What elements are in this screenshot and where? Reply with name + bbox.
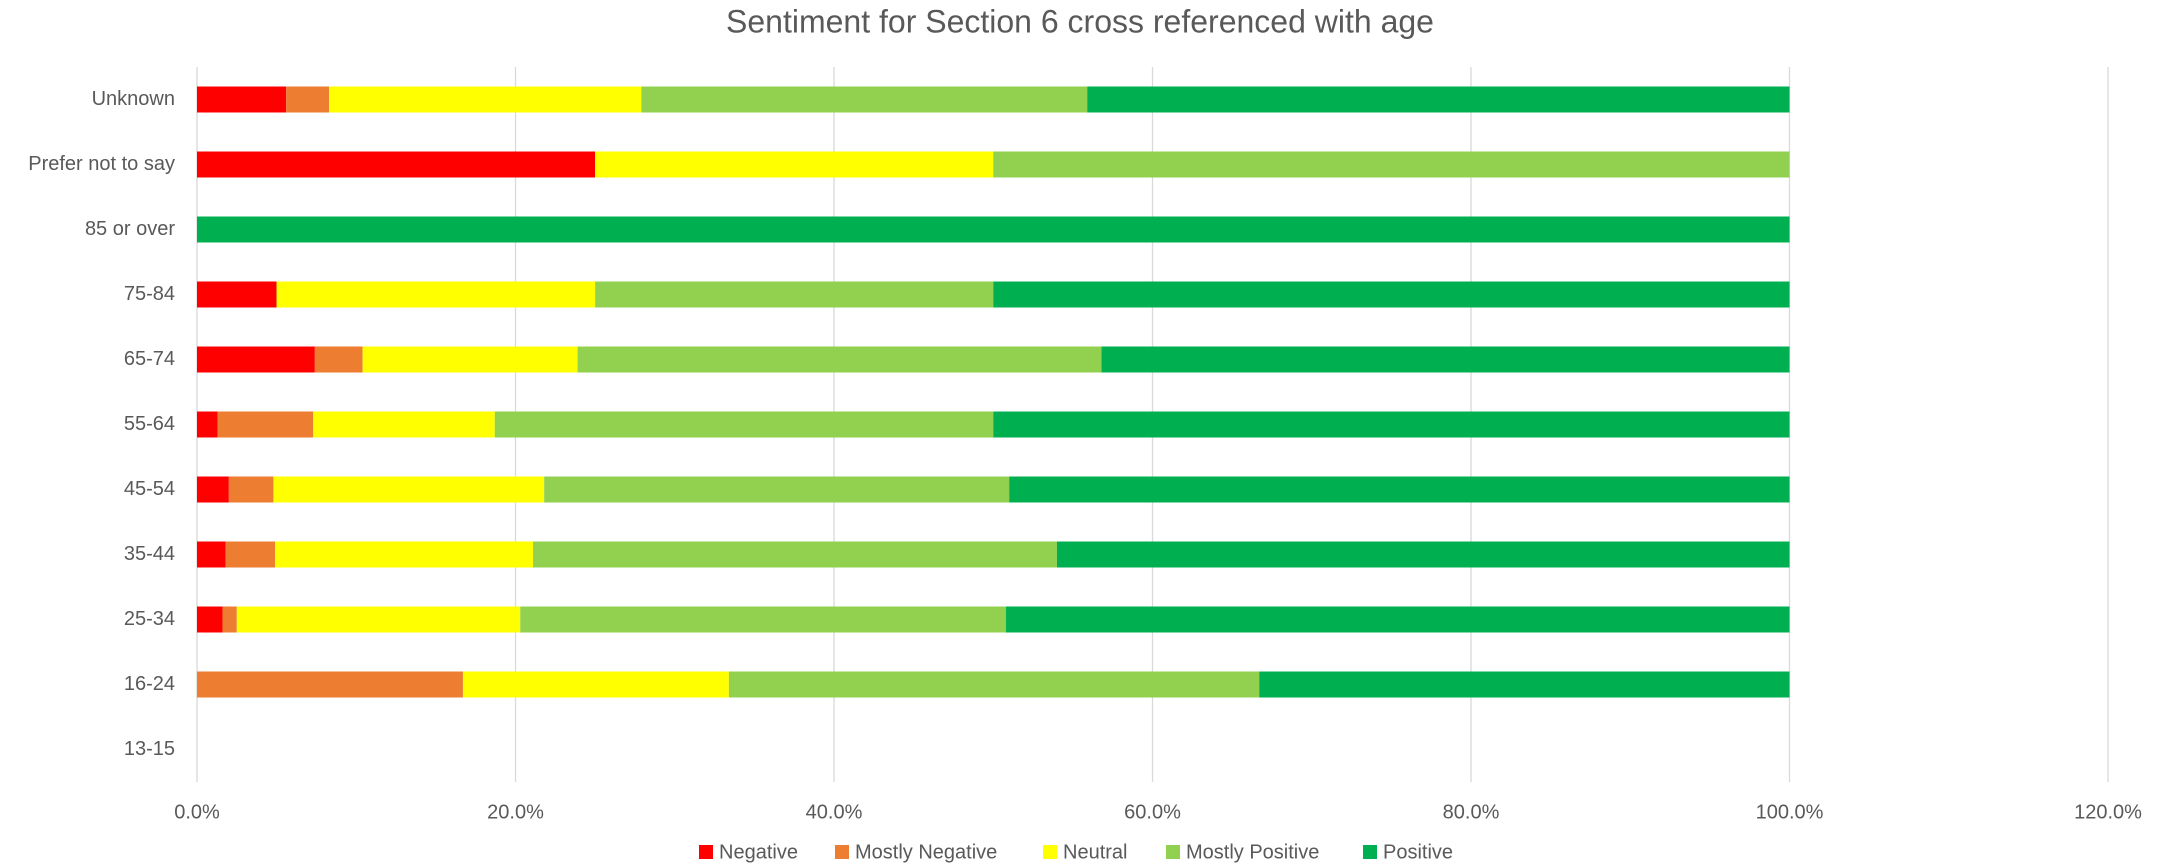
- bar-segment: [197, 476, 229, 503]
- y-tick-label: 16-24: [124, 673, 175, 695]
- bar-segment: [595, 151, 994, 178]
- legend-label: Mostly Positive: [1186, 841, 1319, 863]
- bar-segment: [993, 151, 1790, 178]
- bar-segment: [225, 541, 276, 568]
- bar-segment: [286, 86, 330, 113]
- bar-segment: [222, 606, 237, 633]
- bar-segment: [197, 281, 277, 308]
- bar-segment: [520, 606, 1006, 633]
- bar-segment: [533, 541, 1057, 568]
- x-tick-label: 100.0%: [1756, 801, 1824, 823]
- bar-segment: [1009, 476, 1790, 503]
- bar-segment: [273, 476, 545, 503]
- bar-segment: [197, 86, 287, 113]
- bar-segment: [197, 151, 596, 178]
- legend-label: Mostly Negative: [855, 841, 997, 863]
- y-tick-label: 35-44: [124, 543, 175, 565]
- y-tick-label: 45-54: [124, 478, 175, 500]
- bar-segment: [329, 86, 642, 113]
- bar-segment: [276, 281, 596, 308]
- x-tick-label: 40.0%: [806, 801, 863, 823]
- y-tick-label: 55-64: [124, 413, 175, 435]
- legend-swatch: [1043, 845, 1057, 859]
- legend-swatch: [699, 845, 713, 859]
- bar-segment: [1087, 86, 1790, 113]
- y-tick-label: 75-84: [124, 283, 175, 305]
- bar-segment: [1005, 606, 1790, 633]
- x-tick-label: 60.0%: [1124, 801, 1181, 823]
- bar-segment: [197, 541, 226, 568]
- legend-swatch: [835, 845, 849, 859]
- bar-segment: [544, 476, 1010, 503]
- chart-title: Sentiment for Section 6 cross referenced…: [726, 3, 1434, 39]
- y-tick-label: Prefer not to say: [28, 153, 175, 175]
- bar-segment: [228, 476, 274, 503]
- x-tick-label: 20.0%: [487, 801, 544, 823]
- bar-segment: [462, 671, 729, 698]
- bar-segment: [197, 411, 218, 438]
- y-tick-label: Unknown: [92, 88, 175, 110]
- bar-segment: [197, 216, 1790, 243]
- bar-segment: [313, 411, 495, 438]
- bar-segment: [362, 346, 578, 373]
- legend-label: Positive: [1383, 841, 1453, 863]
- y-tick-label: 13-15: [124, 738, 175, 760]
- bar-segment: [494, 411, 994, 438]
- bar-segment: [197, 346, 315, 373]
- bar-segment: [1101, 346, 1790, 373]
- legend-swatch: [1363, 845, 1377, 859]
- legend-label: Negative: [719, 841, 798, 863]
- x-tick-label: 120.0%: [2074, 801, 2142, 823]
- legend-swatch: [1166, 845, 1180, 859]
- x-tick-label: 80.0%: [1443, 801, 1500, 823]
- y-tick-label: 65-74: [124, 348, 175, 370]
- bar-segment: [728, 671, 1260, 698]
- bar-segment: [1056, 541, 1790, 568]
- y-tick-label: 85 or over: [85, 218, 175, 240]
- bar-segment: [314, 346, 363, 373]
- bar-segment: [577, 346, 1102, 373]
- y-tick-label: 25-34: [124, 608, 175, 630]
- bar-segment: [1259, 671, 1790, 698]
- bar-segment: [275, 541, 534, 568]
- bar-segment: [197, 671, 463, 698]
- x-tick-label: 0.0%: [174, 801, 220, 823]
- bar-segment: [993, 411, 1790, 438]
- bar-segment: [595, 281, 994, 308]
- bar-segment: [993, 281, 1790, 308]
- bar-segment: [197, 606, 223, 633]
- bar-segment: [217, 411, 314, 438]
- bar-segment: [236, 606, 521, 633]
- bar-segment: [641, 86, 1088, 113]
- legend-label: Neutral: [1063, 841, 1127, 863]
